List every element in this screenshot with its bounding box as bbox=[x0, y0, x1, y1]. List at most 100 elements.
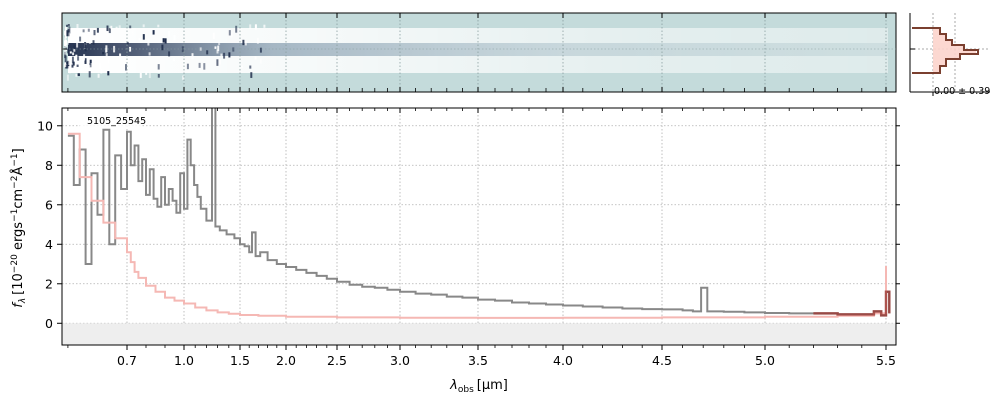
2d-noise-pixel bbox=[100, 69, 103, 74]
2d-noise-pixel bbox=[220, 53, 223, 57]
2d-noise-pixel bbox=[96, 27, 99, 33]
object-label-background bbox=[80, 112, 142, 127]
2d-noise-pixel bbox=[68, 67, 71, 74]
2d-noise-pixel bbox=[73, 64, 76, 70]
2d-noise-pixel bbox=[157, 74, 160, 78]
2d-ticks bbox=[62, 13, 896, 92]
profile-line bbox=[912, 27, 979, 74]
x-axis-label: λobs [μm] bbox=[449, 378, 508, 395]
2d-noise-pixel bbox=[102, 51, 105, 55]
2d-noise-pixel bbox=[118, 25, 121, 30]
2d-noise-pixel bbox=[228, 52, 231, 58]
2d-noise-pixel bbox=[87, 28, 90, 32]
plot-area bbox=[62, 108, 896, 345]
2d-noise-pixel bbox=[129, 25, 132, 29]
2d-noise-pixel bbox=[139, 72, 142, 78]
2d-noise-pixel bbox=[108, 28, 111, 34]
2d-noise-pixel bbox=[138, 37, 141, 41]
2d-noise-pixel bbox=[64, 63, 67, 68]
2d-noise-pixel bbox=[84, 58, 87, 64]
2d-noise-pixel bbox=[83, 54, 86, 61]
y-axis-label: fλ[10−20 ergs−1cm−2Å−1] bbox=[10, 148, 28, 307]
2d-noise-pixel bbox=[67, 24, 70, 27]
2d-noise-pixel bbox=[217, 45, 220, 52]
2d-noise-pixel bbox=[157, 64, 160, 70]
2d-noise-pixel bbox=[145, 71, 148, 75]
y-tick-label: 8 bbox=[45, 158, 53, 173]
2d-noise-pixel bbox=[152, 30, 155, 35]
1d-spectrum-panel: 5105_25545 0.7 1.0 1.5 2.0 2.5 3.0 3.5 4.0 4.5 5.… bbox=[10, 107, 900, 395]
2d-noise-pixel bbox=[105, 53, 108, 57]
2d-noise-pixel bbox=[110, 25, 113, 29]
2d-noise-pixel bbox=[77, 30, 80, 34]
2d-noise-pixel bbox=[67, 28, 70, 33]
2d-noise-pixel bbox=[89, 59, 92, 64]
2d-noise-pixel bbox=[87, 31, 90, 35]
zero-band bbox=[62, 323, 896, 345]
x-tick-label: 5.0 bbox=[755, 353, 775, 368]
2d-noise bbox=[64, 24, 266, 81]
2d-noise-pixel bbox=[161, 44, 164, 51]
2d-spectrum-panel bbox=[61, 12, 897, 93]
2d-noise-pixel bbox=[88, 71, 91, 78]
2d-noise-pixel bbox=[125, 64, 127, 71]
2d-noise-pixel bbox=[256, 37, 259, 44]
2d-noise-pixel bbox=[216, 59, 219, 66]
2d-noise-pixel bbox=[67, 48, 69, 54]
2d-noise-pixel bbox=[84, 36, 87, 42]
x-tick-label: 4.5 bbox=[652, 353, 672, 368]
2d-noise-pixel bbox=[131, 30, 134, 35]
2d-noise-pixel bbox=[249, 24, 252, 30]
2d-noise-pixel bbox=[97, 73, 100, 78]
2d-noise-pixel bbox=[73, 44, 76, 49]
2d-noise-pixel bbox=[203, 63, 206, 70]
y-tick-label: 0 bbox=[45, 316, 53, 331]
2d-noise-pixel bbox=[259, 58, 262, 64]
2d-noise-pixel bbox=[64, 49, 67, 55]
y-tick-label: 10 bbox=[37, 118, 53, 133]
main-frame bbox=[61, 107, 897, 346]
2d-noise-pixel bbox=[66, 30, 69, 37]
2d-noise-pixel bbox=[142, 34, 145, 40]
2d-noise-pixel bbox=[263, 24, 266, 28]
2d-noise-pixel bbox=[241, 65, 243, 69]
2d-noise-pixel bbox=[89, 63, 92, 68]
2d-noise-pixel bbox=[182, 75, 185, 80]
2d-noise-pixel bbox=[254, 56, 257, 60]
2d-noise-pixel bbox=[77, 32, 80, 36]
2d-noise-pixel bbox=[74, 56, 76, 59]
2d-noise-pixel bbox=[212, 32, 215, 39]
flux-series-line bbox=[67, 108, 891, 317]
2d-noise-pixel bbox=[67, 30, 70, 37]
2d-noise-pixel bbox=[232, 47, 235, 52]
2d-noise-pixel bbox=[79, 36, 82, 42]
2d-noise-pixel bbox=[249, 65, 252, 69]
object-id-label: 5105_25545 bbox=[87, 116, 146, 127]
2d-noise-pixel bbox=[75, 54, 78, 58]
2d-noise-pixel bbox=[191, 53, 194, 60]
2d-noise-pixel bbox=[90, 67, 92, 71]
2d-noise-pixel bbox=[105, 45, 108, 53]
2d-noise-pixel bbox=[228, 30, 231, 36]
2d-noise-pixel bbox=[71, 56, 74, 64]
x-tick-label: 4.0 bbox=[553, 353, 573, 368]
2d-noise-pixel bbox=[75, 73, 78, 77]
profile-stat-label: 0.00 ± 0.39 bbox=[934, 86, 990, 97]
2d-noise-pixel bbox=[66, 61, 69, 69]
2d-noise-pixel bbox=[76, 24, 79, 30]
2d-noise-pixel bbox=[93, 30, 96, 36]
2d-noise-pixel bbox=[164, 38, 167, 44]
y-tick-label: 2 bbox=[45, 276, 53, 291]
2d-noise-pixel bbox=[72, 61, 75, 66]
x-tick-label: 3.0 bbox=[390, 353, 410, 368]
2d-noise-pixel bbox=[65, 31, 68, 37]
2d-noise-pixel bbox=[168, 51, 171, 57]
2d-noise-pixel bbox=[142, 24, 145, 28]
x-tick-label: 1.5 bbox=[230, 353, 250, 368]
2d-noise-pixel bbox=[147, 38, 150, 46]
2d-noise-pixel bbox=[219, 58, 221, 65]
2d-noise-pixel bbox=[148, 52, 151, 56]
2d-noise-pixel bbox=[239, 28, 242, 32]
2d-noise-pixel bbox=[173, 34, 176, 41]
